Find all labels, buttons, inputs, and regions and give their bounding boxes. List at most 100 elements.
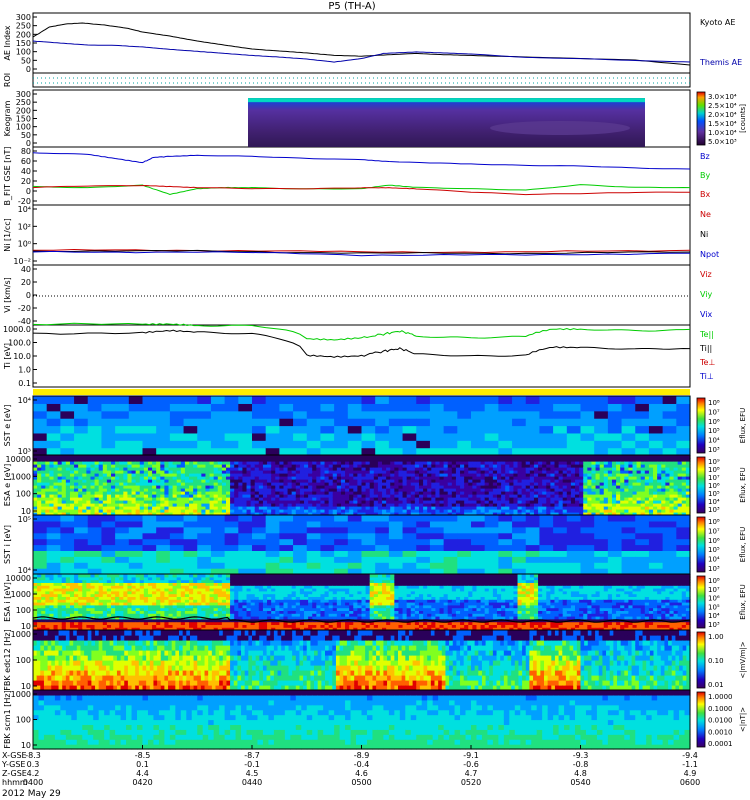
sst_e-colorbar-tick: 10³ — [708, 446, 720, 454]
esa_e-tick-label: 10 — [21, 507, 31, 516]
x-axis-tick-label: -9.1 — [463, 751, 479, 760]
velocity-legend-viy: Viy — [700, 290, 713, 299]
mode-flag-bar — [33, 389, 690, 395]
esa_e-axis-title: ESA e [eV] — [3, 464, 12, 506]
keogram-colorbar-tick: 1.5×10⁴ — [708, 120, 737, 128]
esa_e-tick-label: 100 — [16, 490, 31, 499]
esa_i-colorbar-label: Eflux, EFU — [739, 584, 747, 619]
esa_i-axis-title: ESA i [eV] — [3, 582, 12, 622]
x-axis-tick-label: -0.1 — [244, 760, 260, 769]
x-axis-tick-label: -8.5 — [135, 751, 151, 760]
sst_i-spectrogram — [32, 514, 691, 575]
esa_e-tick-label: 10000 — [6, 455, 31, 464]
x-axis-tick-label: -9.3 — [573, 751, 589, 760]
velocity-tick-label: 40 — [21, 265, 31, 274]
fbk_b-colorbar-tick: 0.0010 — [708, 728, 733, 736]
density-tick-label: 10⁴ — [18, 205, 31, 214]
temperature-tick-label: 100.0 — [8, 339, 31, 348]
velocity-legend-viz: Viz — [700, 270, 712, 279]
x-axis-row-label: Y-GSE — [1, 760, 25, 769]
density-axis-title: Ni [1/cc] — [3, 218, 12, 252]
x-axis-tick-label: -0.8 — [573, 760, 589, 769]
esa_e-colorbar-tick: 10⁷ — [708, 474, 720, 482]
temperature-series-te- — [32, 322, 691, 341]
esa_i-tick-label: 10000 — [6, 574, 31, 583]
fbk_e-colorbar-label: <|mV/m|> — [739, 641, 747, 678]
esa_i-colorbar — [696, 575, 706, 629]
esa_i-colorbar-tick: 10⁵ — [708, 603, 720, 611]
sst_i-axis-title: SST i [eV] — [3, 525, 12, 564]
esa_e-colorbar-tick: 10⁵ — [708, 490, 720, 498]
esa_i-colorbar-tick: 10⁶ — [708, 595, 720, 603]
fbk_e-tick-label: 100 — [16, 656, 31, 665]
ae-tick-label: 250 — [16, 22, 31, 31]
esa_i-tick-label: 10 — [21, 622, 31, 631]
ae-tick-label: 300 — [16, 13, 31, 22]
x-axis-tick-label: 4.4 — [136, 769, 149, 778]
sst_i-tick-label: 10⁵ — [18, 515, 31, 524]
esa_e-colorbar — [696, 456, 706, 514]
ae-axis-title: AE Index — [3, 25, 12, 60]
temperature-tick-label: 10.0 — [13, 352, 31, 361]
esa_i-tick-label: 100 — [16, 606, 31, 615]
x-axis-tick-label: -8.9 — [354, 751, 370, 760]
x-axis-tick-label: -0.4 — [354, 760, 370, 769]
x-axis-tick-label: 0400 — [23, 778, 43, 787]
bfield-tick-label: 60 — [21, 157, 31, 166]
x-axis-tick-label: -8.3 — [25, 751, 41, 760]
fbk_e-spectrogram — [32, 629, 691, 691]
sst_i-colorbar-tick: 10⁶ — [708, 537, 720, 545]
panel-ae-frame — [32, 12, 691, 74]
bfield-series-bz — [32, 152, 691, 170]
roi-axis-title: ROI — [3, 73, 12, 87]
esa_e-colorbar-tick: 10³ — [708, 506, 720, 514]
sst_i-colorbar-tick: 10³ — [708, 565, 720, 573]
esa_i-colorbar-tick: 10⁸ — [708, 577, 720, 585]
fbk_b-spectrogram — [32, 689, 691, 750]
esa_i-tick-label: 1000 — [11, 590, 31, 599]
esa_e-colorbar-tick: 10⁴ — [708, 498, 720, 506]
bfield-tick-label: 20 — [21, 177, 31, 186]
temperature-axis-title: Ti [eV] — [3, 343, 12, 370]
esa_e-colorbar-tick: 10⁹ — [708, 458, 720, 466]
x-axis-tick-label: 0600 — [680, 778, 700, 787]
keogram-image — [248, 98, 645, 147]
keogram-tick-label: 0 — [26, 139, 31, 148]
x-axis-tick-label: 0420 — [132, 778, 152, 787]
panel-temperature-frame — [32, 324, 691, 388]
velocity-axis-title: Vi [km/s] — [3, 277, 12, 313]
x-axis-tick-label: 4.8 — [574, 769, 587, 778]
sst_e-tick-label: 10⁴ — [18, 396, 31, 405]
density-tick-label: 10⁻² — [13, 257, 31, 266]
ae-tick-label: 200 — [16, 30, 31, 39]
velocity-tick-label: -20 — [18, 304, 31, 313]
fbk_b-axis-title: FBK scm1 [Hz] — [3, 690, 12, 748]
fbk_b-colorbar-label: <|nT|> — [739, 707, 747, 732]
bfield-tick-label: 0 — [26, 187, 31, 196]
sst_e-colorbar-tick: 10⁶ — [708, 418, 720, 426]
sst_i-colorbar-label: Eflux, EFU — [739, 527, 747, 562]
sst_e-colorbar-tick: 10⁵ — [708, 427, 720, 435]
fbk_b-tick-label: 1000 — [11, 690, 31, 699]
fbk_e-colorbar — [696, 631, 706, 689]
density-series-ne — [32, 248, 691, 254]
density-legend-ni: Ni — [700, 230, 708, 239]
density-tick-label: 10² — [18, 222, 31, 231]
x-axis-tick-label: 4.2 — [27, 769, 40, 778]
keogram-tick-label: 150 — [16, 115, 31, 124]
bfield-tick-label: -20 — [18, 197, 31, 206]
keogram-axis-title: Keogram — [3, 100, 12, 136]
x-axis-row-label: X-GSE — [2, 751, 27, 760]
x-axis-tick-label: 0520 — [461, 778, 481, 787]
bfield-legend-by: By — [700, 171, 710, 180]
ae-legend-themis-ae: Themis AE — [699, 58, 742, 67]
ae-tick-label: 100 — [16, 48, 31, 57]
line-series — [32, 22, 691, 358]
temperature-legend-ti-: Ti|| — [699, 344, 712, 353]
sst_e-colorbar-tick: 10⁷ — [708, 408, 720, 416]
legends: Kyoto AE Themis AE Bz By Bx Ne Ni Npot Viz Viy Vix… — [699, 18, 742, 381]
plot-title: P5 (TH-A) — [328, 1, 375, 12]
fbk_e-colorbar-tick: 0.01 — [708, 681, 724, 689]
sst_i-colorbar — [696, 516, 706, 573]
